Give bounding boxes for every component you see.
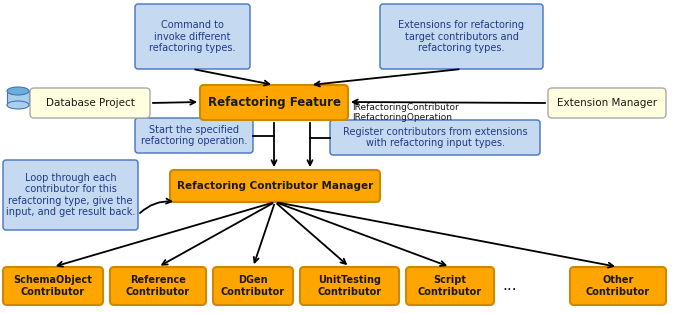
- Text: Database Project: Database Project: [46, 98, 135, 108]
- FancyBboxPatch shape: [3, 267, 103, 305]
- Text: ...: ...: [503, 279, 518, 294]
- Text: Refactoring Contributor Manager: Refactoring Contributor Manager: [177, 181, 373, 191]
- Text: Reference
Contributor: Reference Contributor: [126, 275, 190, 297]
- FancyBboxPatch shape: [570, 267, 666, 305]
- FancyBboxPatch shape: [300, 267, 399, 305]
- FancyBboxPatch shape: [548, 88, 666, 118]
- Text: Loop through each
contributor for this
refactoring type, give the
input, and get: Loop through each contributor for this r…: [6, 172, 135, 218]
- FancyBboxPatch shape: [170, 170, 380, 202]
- Text: Register contributors from extensions
with refactoring input types.: Register contributors from extensions wi…: [343, 127, 528, 148]
- Text: DGen
Contributor: DGen Contributor: [221, 275, 285, 297]
- Text: Start the specified
refactoring operation.: Start the specified refactoring operatio…: [141, 125, 247, 146]
- FancyBboxPatch shape: [135, 118, 253, 153]
- Text: Extension Manager: Extension Manager: [557, 98, 657, 108]
- Text: SchemaObject
Contributor: SchemaObject Contributor: [13, 275, 92, 297]
- Ellipse shape: [7, 87, 29, 95]
- Text: Other
Contributor: Other Contributor: [586, 275, 650, 297]
- FancyBboxPatch shape: [380, 4, 543, 69]
- Ellipse shape: [8, 102, 28, 108]
- FancyBboxPatch shape: [330, 120, 540, 155]
- Text: IRefactoringContributor
IRefactoringOperation: IRefactoringContributor IRefactoringOper…: [352, 103, 459, 122]
- Bar: [7, 91, 29, 105]
- Text: UnitTesting
Contributor: UnitTesting Contributor: [318, 275, 382, 297]
- Text: Script
Contributor: Script Contributor: [418, 275, 482, 297]
- FancyBboxPatch shape: [213, 267, 293, 305]
- Text: Refactoring Feature: Refactoring Feature: [207, 96, 341, 109]
- FancyBboxPatch shape: [406, 267, 494, 305]
- FancyBboxPatch shape: [3, 160, 138, 230]
- FancyBboxPatch shape: [110, 267, 206, 305]
- FancyBboxPatch shape: [30, 88, 150, 118]
- Text: Command to
invoke different
refactoring types.: Command to invoke different refactoring …: [149, 20, 236, 53]
- FancyBboxPatch shape: [135, 4, 250, 69]
- FancyBboxPatch shape: [200, 85, 348, 120]
- Ellipse shape: [7, 101, 29, 109]
- Text: Extensions for refactoring
target contributors and
refactoring types.: Extensions for refactoring target contri…: [398, 20, 524, 53]
